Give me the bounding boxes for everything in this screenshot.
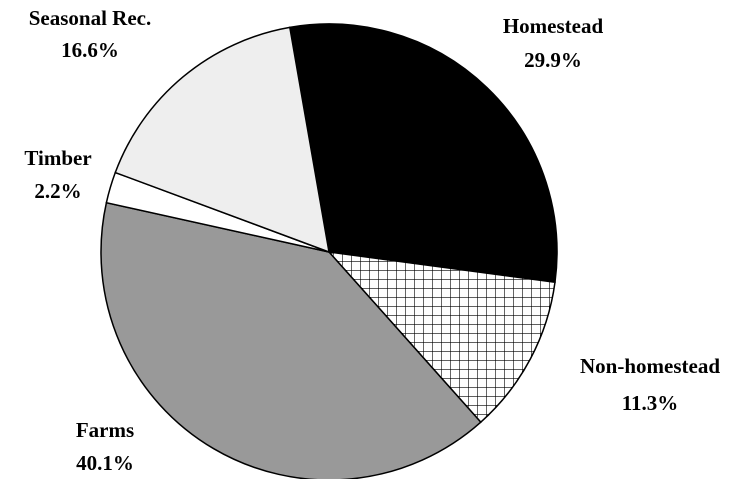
slice-label: Timber: [24, 146, 91, 170]
slice-label: Seasonal Rec.: [29, 6, 152, 30]
pie-slice: [327, 250, 556, 424]
pie-slice: [114, 26, 330, 254]
slice-label: Homestead: [503, 14, 604, 38]
slice-value-label: 2.2%: [34, 179, 81, 203]
slice-value-label: 11.3%: [622, 391, 679, 415]
slice-label: Non-homestead: [580, 354, 720, 378]
slice-label: Farms: [76, 418, 134, 442]
pie-slice: [100, 201, 482, 479]
slice-value-label: 16.6%: [61, 38, 119, 62]
slice-value-label: 40.1%: [76, 451, 134, 475]
pie-slice: [288, 23, 558, 284]
slice-value-label: 29.9%: [524, 48, 582, 72]
